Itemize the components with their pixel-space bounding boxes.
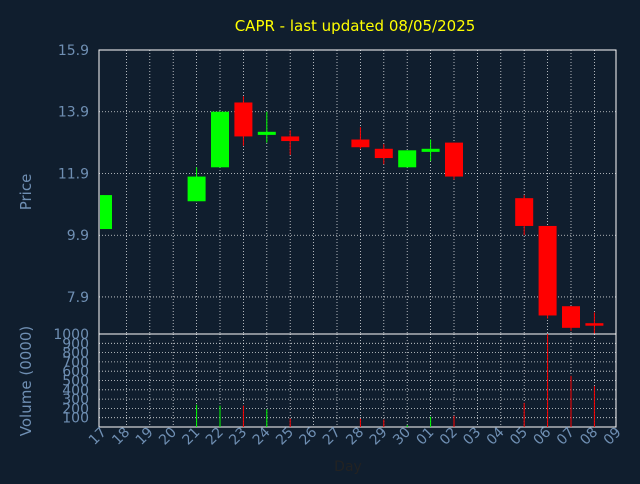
x-tick-label: 02 [437, 425, 461, 449]
price-tick-label: 7.9 [67, 290, 89, 306]
volume-tick-label: 600 [62, 364, 89, 380]
x-tick-label: 30 [390, 425, 414, 449]
candle-body [515, 198, 534, 226]
x-tick-label: 07 [554, 425, 578, 449]
price-tick-label: 13.9 [58, 105, 89, 121]
candle-body [100, 195, 112, 230]
candle-body [421, 148, 440, 152]
volume-tick-label: 700 [62, 355, 89, 371]
price-tick-label: 9.9 [67, 228, 89, 244]
x-tick-label: 24 [250, 424, 274, 448]
price-tick-label: 11.9 [58, 166, 89, 182]
price-tick-label: 15.9 [58, 43, 89, 59]
x-tick-label: 01 [414, 425, 438, 449]
x-tick-label: 25 [273, 425, 297, 449]
volume-tick-label: 1000 [53, 327, 89, 343]
candle-body [187, 176, 206, 202]
candle-body [234, 102, 253, 137]
x-tick-label: 19 [133, 425, 157, 449]
candle-body [351, 139, 370, 148]
candle-body [398, 150, 417, 168]
price-panel: 15.9 13.9 11.9 9.9 7.9 [58, 43, 617, 335]
candle-body [562, 306, 580, 328]
candle-body [374, 148, 393, 159]
candle-body [211, 111, 229, 168]
candle-body [445, 142, 463, 177]
x-tick-label: 27 [320, 425, 344, 449]
x-tick-label: 06 [531, 424, 555, 448]
x-tick-label: 23 [226, 425, 250, 449]
volume-tick-label: 200 [62, 401, 89, 417]
x-tick-label: 04 [484, 424, 508, 448]
volume-tick-label: 400 [62, 383, 89, 399]
candle-body [538, 225, 557, 316]
x-tick-label: 21 [180, 425, 204, 449]
x-tick-label: 05 [507, 425, 531, 449]
x-tick-label: 17 [86, 425, 110, 449]
x-tick-label: 28 [343, 425, 367, 449]
price-frame [98, 49, 617, 335]
x-tick-label: 18 [109, 425, 133, 449]
volume-tick-label: 900 [62, 336, 89, 352]
x-tick-label: 26 [297, 424, 321, 448]
x-axis-label: Day [334, 459, 362, 475]
volume-tick-label: 500 [62, 374, 89, 390]
candle-body [281, 136, 300, 142]
x-tick-label: 29 [367, 425, 391, 449]
volume-tick-label: 300 [62, 392, 89, 408]
chart-title: CAPR - last updated 08/05/2025 [235, 17, 476, 35]
price-axis-label: Price [17, 174, 35, 211]
candle-body [257, 131, 276, 135]
volume-axis-label: Volume (0000) [17, 326, 35, 436]
volume-tick-label: 100 [62, 411, 89, 427]
x-tick-label: 03 [460, 425, 484, 449]
x-tick-label: 22 [203, 425, 227, 449]
x-tick-label: 09 [601, 425, 625, 449]
x-tick-label: 20 [156, 425, 180, 449]
volume-tick-label: 800 [62, 346, 89, 362]
x-tick-labels: 17 18 19 20 21 22 23 24 25 26 27 28 29 30 01 02 03 04 05 06… [86, 424, 625, 448]
x-tick-label: 08 [577, 425, 601, 449]
candle-body [585, 323, 604, 326]
